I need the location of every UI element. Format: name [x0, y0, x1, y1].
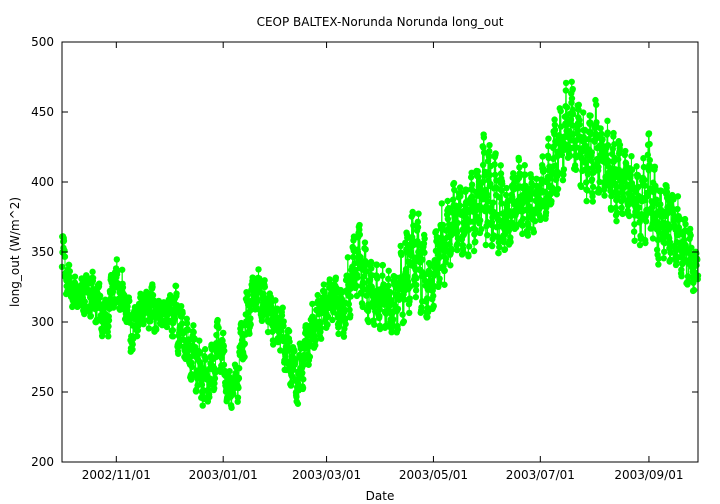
data-point	[485, 153, 493, 161]
data-point	[324, 313, 332, 320]
data-point	[499, 180, 506, 188]
data-point	[244, 291, 251, 299]
data-point	[292, 355, 299, 363]
data-point	[326, 276, 333, 283]
data-point	[389, 315, 397, 323]
data-point	[272, 297, 279, 304]
data-point	[118, 266, 126, 273]
data-point	[479, 161, 487, 169]
data-point	[465, 253, 472, 260]
data-point	[406, 295, 413, 302]
data-point	[397, 242, 404, 250]
data-point	[184, 326, 191, 333]
data-point	[126, 297, 133, 305]
data-point	[113, 256, 121, 263]
data-point	[226, 367, 233, 375]
data-point	[456, 184, 464, 191]
data-point	[489, 199, 497, 206]
data-point	[379, 272, 386, 279]
data-point	[448, 246, 456, 254]
data-point	[436, 275, 443, 282]
data-point	[373, 275, 381, 282]
data-point	[261, 283, 269, 291]
data-point	[465, 243, 473, 250]
data-point	[398, 251, 405, 259]
data-point	[472, 238, 479, 245]
data-point	[368, 265, 375, 272]
data-point	[356, 221, 363, 229]
data-point	[497, 162, 504, 169]
data-points	[58, 78, 702, 411]
data-point	[498, 200, 505, 207]
data-point	[65, 261, 73, 269]
data-point	[317, 319, 324, 327]
data-point	[373, 261, 381, 269]
data-point	[496, 243, 503, 251]
data-point	[473, 213, 480, 220]
data-point	[261, 277, 268, 284]
data-point	[450, 179, 458, 187]
data-point	[474, 168, 481, 175]
data-point	[344, 254, 352, 261]
data-point	[477, 204, 484, 211]
data-point	[220, 342, 227, 350]
data-point	[291, 347, 298, 355]
data-point	[267, 293, 274, 301]
data-point	[491, 171, 499, 178]
data-point	[507, 238, 514, 246]
data-point	[255, 266, 262, 273]
data-point	[447, 262, 454, 269]
data-point	[362, 246, 369, 253]
data-point	[324, 321, 331, 328]
data-point	[89, 274, 97, 282]
data-point	[173, 290, 180, 297]
data-point	[453, 229, 461, 237]
data-point	[221, 347, 228, 354]
data-point	[376, 325, 384, 333]
data-point	[478, 225, 485, 233]
data-point	[387, 296, 394, 303]
data-point	[508, 219, 515, 226]
data-point	[299, 369, 306, 377]
data-point	[408, 250, 415, 257]
data-point	[321, 289, 328, 296]
data-point	[351, 260, 358, 267]
data-point	[183, 315, 191, 323]
data-point	[215, 324, 222, 332]
data-point	[488, 242, 496, 250]
data-point	[468, 169, 475, 176]
data-point	[454, 246, 461, 254]
data-point	[480, 134, 488, 141]
data-point	[332, 274, 340, 281]
data-point	[475, 173, 482, 181]
data-point	[470, 247, 478, 255]
data-point	[394, 326, 401, 333]
data-point	[386, 288, 394, 296]
data-point	[314, 291, 321, 299]
data-point	[485, 198, 492, 205]
data-point	[71, 273, 79, 280]
data-point	[409, 211, 417, 218]
data-point	[367, 258, 375, 266]
data-point	[438, 200, 445, 207]
data-point	[285, 327, 293, 335]
data-point	[460, 248, 467, 256]
data-point	[280, 318, 287, 325]
data-point	[486, 171, 494, 179]
data-point	[503, 184, 510, 192]
data-point	[177, 302, 185, 310]
data-point	[149, 291, 157, 299]
data-point	[401, 296, 408, 303]
data-point	[430, 292, 437, 300]
